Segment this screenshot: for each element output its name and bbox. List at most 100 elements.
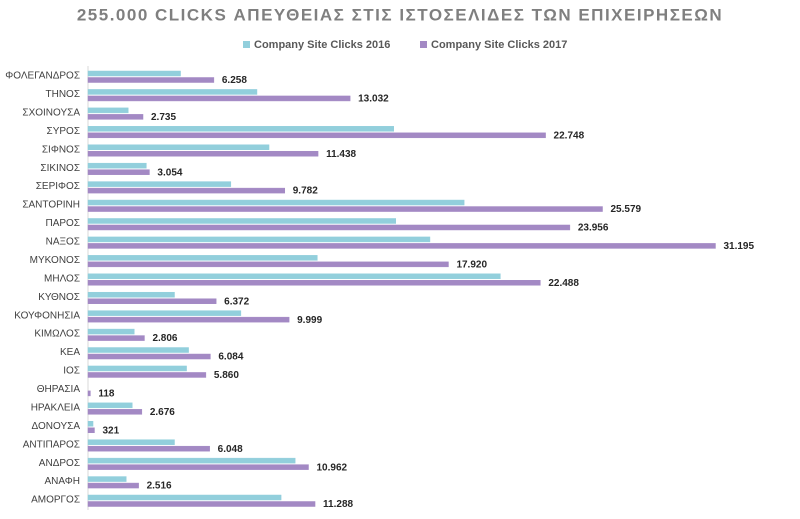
y-tick-label: ΗΡΑΚΛΕΙΑ (31, 402, 81, 413)
bar (87, 476, 127, 482)
data-label: 17.920 (456, 259, 487, 270)
bar (87, 335, 145, 341)
bar (87, 457, 296, 464)
y-tick-label: ΣΙΦΝΟΣ (42, 144, 80, 155)
data-label: 118 (98, 389, 115, 400)
y-tick-label: ΙΟΣ (63, 366, 80, 377)
y-tick-label: ΝΑΞΟΣ (46, 237, 80, 248)
y-tick-label: ΣΧΟΙΝΟΥΣΑ (22, 108, 80, 119)
bar (87, 316, 290, 323)
bar (87, 390, 91, 397)
bar (87, 181, 232, 187)
bar (87, 218, 396, 224)
data-label: 2.676 (150, 407, 175, 418)
legend-label: Company Site Clicks 2017 (431, 39, 567, 51)
bar (87, 224, 571, 231)
legend-swatch (420, 41, 427, 48)
bar (87, 236, 431, 243)
y-tick-label: ΤΗΝΟΣ (45, 89, 80, 100)
chart-title: 255.000 CLICKS ΑΠΕΥΘΕΙΑΣ ΣΤΙΣ ΙΣΤΟΣΕΛΙΔΕ… (77, 5, 723, 24)
data-label: 6.084 (218, 352, 243, 363)
y-tick-label: ΚΟΥΦΟΝΗΣΙΑ (14, 310, 80, 321)
y-tick-label: ΜΥΚΟΝΟΣ (30, 255, 80, 266)
bar (87, 310, 242, 316)
bar (87, 107, 129, 114)
y-tick-label: ΚΙΜΩΛΟΣ (34, 329, 80, 340)
bar (87, 464, 309, 470)
bar (87, 501, 316, 507)
bar (87, 353, 211, 360)
data-label: 31.195 (723, 241, 754, 252)
y-tick-label: ΘΗΡΑΣΙΑ (37, 384, 81, 395)
data-label: 6.258 (222, 75, 247, 86)
y-tick-label: ΜΗΛΟΣ (44, 273, 80, 284)
data-label: 22.488 (548, 278, 579, 289)
bar (87, 482, 139, 489)
bar (87, 494, 282, 501)
bar (87, 298, 217, 304)
y-tick-label: ΣΕΡΙΦΟΣ (36, 181, 80, 192)
bar (87, 328, 135, 335)
y-tick-label: ΑΜΟΡΓΟΣ (31, 495, 80, 506)
bar (87, 372, 207, 378)
y-tick-label: ΣΙΚΙΝΟΣ (40, 163, 80, 174)
bar (87, 280, 541, 286)
data-label: 25.579 (611, 204, 642, 215)
data-label: 2.735 (151, 112, 176, 123)
data-label: 2.806 (152, 333, 177, 344)
data-label: 2.516 (147, 481, 172, 492)
bar (87, 243, 716, 249)
data-label: 9.782 (293, 186, 318, 197)
bar (87, 365, 187, 372)
data-label: 10.962 (316, 462, 347, 473)
bar (87, 421, 94, 427)
y-tick-label: ΦΟΛΕΓΑΝΔΡΟΣ (5, 71, 80, 82)
bar (87, 132, 546, 139)
data-label: 6.372 (224, 296, 249, 307)
y-tick-label: ΑΝΑΦΗ (45, 476, 80, 487)
bar (87, 95, 351, 102)
bar (87, 126, 394, 132)
data-label: 13.032 (358, 94, 389, 105)
data-label: 6.048 (218, 444, 243, 455)
bar (87, 89, 258, 95)
bar (87, 144, 270, 150)
legend-swatch (243, 41, 250, 48)
legend-label: Company Site Clicks 2016 (254, 39, 390, 51)
data-label: 11.288 (323, 499, 353, 510)
data-label: 9.999 (297, 315, 322, 326)
bar (87, 187, 286, 194)
bar (87, 427, 95, 434)
bar (87, 409, 143, 415)
y-tick-label: ΣΥΡΟΣ (47, 126, 80, 137)
bar (87, 199, 465, 206)
data-label: 23.956 (578, 223, 609, 234)
bar (87, 255, 318, 261)
bar (87, 169, 150, 175)
data-label: 11.438 (326, 149, 356, 160)
y-tick-label: ΑΝΔΡΟΣ (39, 458, 80, 469)
bar (87, 150, 319, 157)
bar (87, 114, 144, 120)
bar (87, 445, 210, 452)
y-tick-label: ΚΥΘΝΟΣ (38, 292, 80, 303)
data-label: 3.054 (157, 167, 182, 178)
data-label: 5.860 (214, 370, 239, 381)
bar (87, 77, 215, 83)
bar (87, 162, 147, 169)
bar (87, 291, 175, 298)
y-tick-label: ΔΟΝΟΥΣΑ (32, 421, 81, 432)
bar (87, 439, 175, 445)
bar (87, 206, 603, 212)
bar (87, 261, 449, 268)
y-tick-label: ΣΑΝΤΟΡΙΝΗ (22, 200, 80, 211)
bar (87, 402, 133, 409)
bar (87, 70, 181, 77)
bar (87, 347, 189, 353)
data-label: 321 (102, 425, 119, 436)
bar (87, 273, 501, 280)
y-tick-label: ΠΑΡΟΣ (45, 218, 80, 229)
y-tick-label: ΚΕΑ (60, 347, 80, 358)
y-tick-label: ΑΝΤΙΠΑΡΟΣ (23, 439, 80, 450)
